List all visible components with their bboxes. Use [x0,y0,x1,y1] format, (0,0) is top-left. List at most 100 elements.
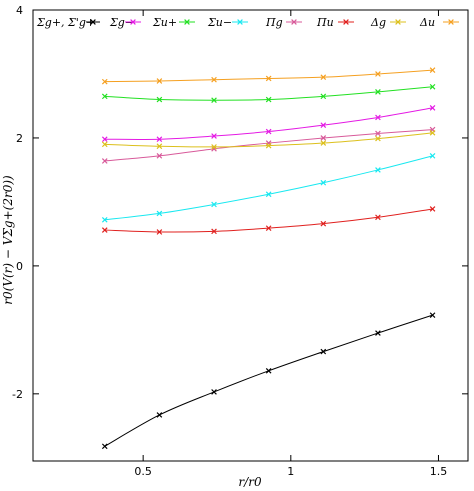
data-point [375,135,381,142]
data-point [265,142,272,149]
data-point [156,78,163,84]
legend-item: Σg− [109,16,141,29]
data-point [375,214,381,221]
data-point [130,19,136,25]
data-point [265,128,272,135]
y-tick-label: 0 [16,260,23,273]
data-point [265,75,272,82]
data-point [375,114,381,121]
series [101,83,436,104]
ticks: 0.5 1 1.5 -2 0 2 4 [12,4,468,478]
legend-label: Δg [370,16,386,29]
x-tick-label: 0.5 [134,465,152,478]
data-point [101,78,108,85]
data-point [265,96,272,103]
data-point [429,67,436,73]
legend-label: Σg− [109,16,134,29]
legend-item: Πg [265,16,302,29]
data-point [211,133,217,139]
data-point [90,19,96,25]
data-point [375,89,381,95]
data-point [320,140,327,146]
data-point [156,153,163,159]
data-point [156,229,163,235]
data-point [320,179,327,186]
series-group [101,67,436,450]
series [101,130,436,150]
x-tick-label: 1 [287,465,294,478]
data-point [211,389,217,395]
legend-item: Σu+ [152,16,195,29]
data-point [265,225,272,231]
data-point [429,153,436,159]
x-tick-label: 1.5 [430,465,448,478]
data-point [211,76,217,83]
y-tick-label: -2 [12,388,23,401]
data-point [265,367,272,374]
legend-item: Σu− [207,16,248,29]
legend-item: Δg [370,16,406,29]
data-point [211,201,217,208]
series [101,312,436,450]
legend-item: Πu [316,16,354,29]
data-point [291,19,297,25]
data-point [156,136,163,143]
data-point [429,206,436,212]
data-point [429,83,436,90]
y-tick-label: 4 [16,4,23,17]
data-point [375,130,381,137]
data-point [101,158,108,164]
data-point [237,19,243,25]
legend-label: Δu [419,16,435,29]
series-line [104,314,433,447]
legend-label: Σu− [207,16,232,29]
data-point [101,93,108,100]
legend-label: Πu [316,16,334,29]
series [101,153,436,223]
data-point [156,412,163,418]
data-point [320,93,327,100]
series-line [104,107,433,140]
data-point [156,96,163,103]
series [101,206,436,235]
data-point [156,210,163,217]
data-point [429,130,436,136]
legend-label: Σg+, Σ'g+ [36,16,95,29]
data-point [320,348,327,355]
series [101,67,436,85]
data-point [429,312,436,318]
data-point [211,228,217,235]
data-point [265,191,272,198]
data-point [101,217,108,223]
series-line [104,86,433,101]
data-point [320,122,327,128]
data-point [320,220,327,227]
data-point [395,19,401,25]
data-point [375,330,381,336]
legend-label: Πg [265,16,283,29]
data-point [211,97,217,104]
series-line [104,69,433,83]
data-point [429,105,436,111]
data-point [448,19,454,25]
data-point [375,167,381,173]
data-point [184,19,190,25]
data-point [156,143,163,150]
legend-item: Δu [419,16,459,29]
series-line [104,155,433,221]
legend: Σg+, Σ'g+ Σg− Σu+ Σu− Πg Πu Δg Δu [36,16,459,29]
data-point [343,19,349,25]
data-point [375,71,381,77]
data-point [320,135,327,141]
series [101,105,436,143]
data-point [101,227,108,233]
data-point [320,74,327,80]
data-point [101,443,108,450]
plot-frame [32,9,469,462]
legend-item: Σg+, Σ'g+ [36,16,100,29]
y-tick-label: 2 [16,132,23,145]
legend-label: Σu+ [152,16,177,29]
x-axis-label: r/r0 [238,475,262,489]
data-point [101,136,108,143]
